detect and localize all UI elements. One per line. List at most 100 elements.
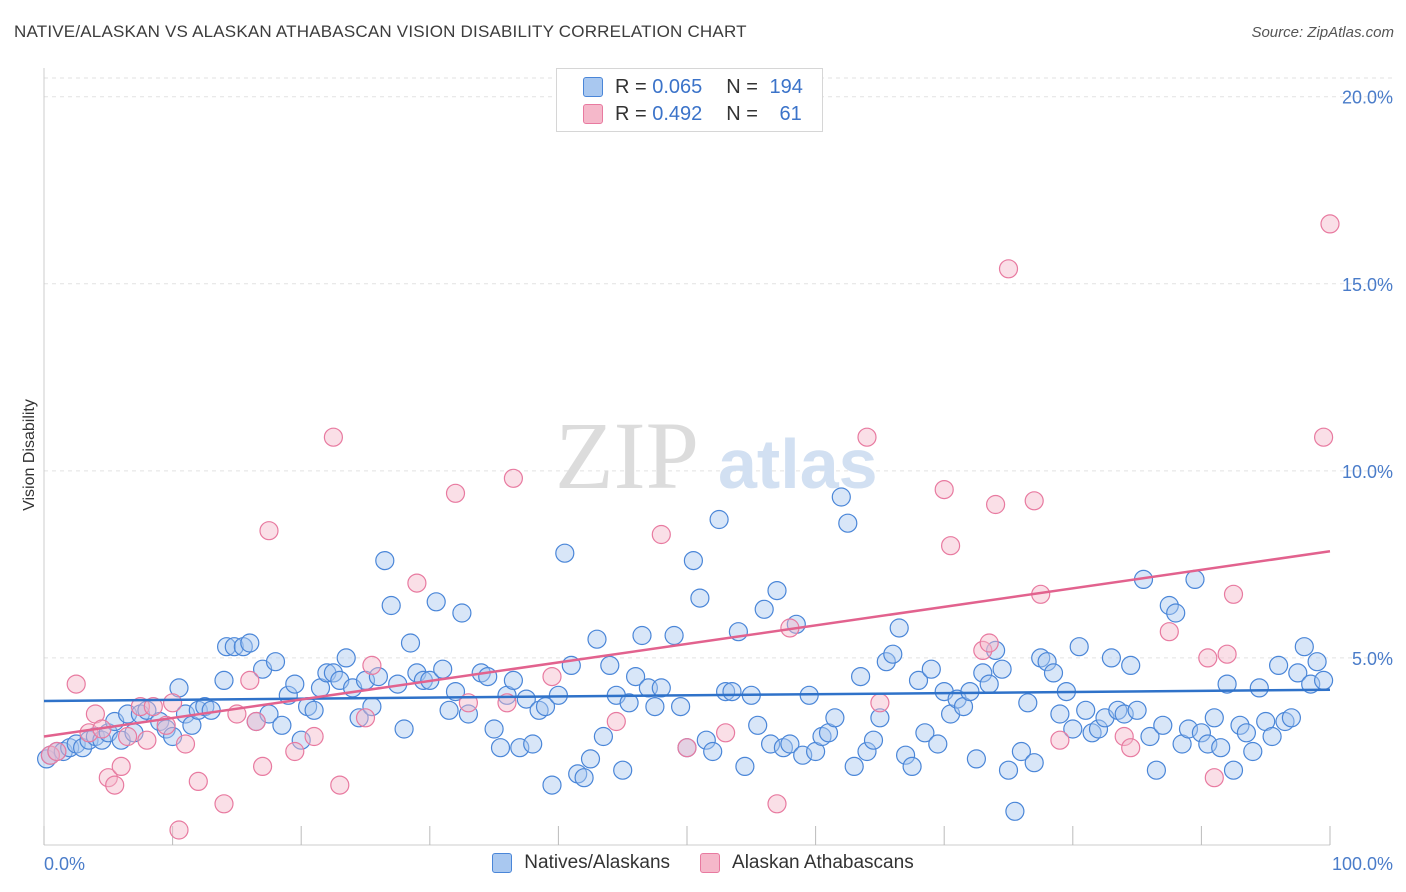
point-natives — [613, 760, 633, 780]
point-natives — [439, 700, 459, 720]
y-tick-label: 10.0% — [1342, 462, 1393, 482]
watermark-atlas: atlas — [718, 425, 878, 503]
point-natives — [1076, 700, 1096, 720]
point-natives — [973, 663, 993, 683]
point-athabascans — [253, 756, 273, 777]
point-natives — [1275, 711, 1295, 732]
legend-n-label: N = — [726, 102, 764, 125]
point-athabascans — [1024, 491, 1044, 511]
point-natives — [195, 696, 215, 717]
point-natives — [1018, 693, 1038, 713]
point-natives — [703, 741, 723, 762]
point-athabascans — [934, 480, 954, 500]
point-natives — [1166, 603, 1186, 623]
point-natives — [1243, 741, 1263, 762]
point-natives — [895, 745, 916, 765]
point-natives — [458, 704, 478, 724]
point-natives — [1268, 655, 1289, 676]
point-natives — [1024, 753, 1044, 773]
point-natives — [240, 633, 260, 653]
point-natives — [1127, 700, 1147, 720]
point-athabascans — [870, 693, 890, 713]
point-natives — [735, 756, 755, 777]
x-tick-label: 100.0% — [1332, 854, 1393, 874]
source-label: Source: ZipAtlas.com — [1251, 24, 1394, 41]
point-natives — [1108, 700, 1128, 720]
legend-row-pink: R = 0.492 N = 61 — [583, 102, 802, 126]
point-athabascans — [304, 726, 324, 747]
point-athabascans — [66, 674, 86, 694]
watermark: ZIP atlas — [555, 402, 878, 509]
point-natives — [966, 749, 987, 769]
point-natives — [36, 749, 57, 769]
bottom-legend-swatch-pink — [700, 853, 721, 873]
point-natives — [767, 580, 787, 601]
point-natives — [214, 670, 234, 691]
point-natives — [375, 550, 395, 571]
point-athabascans — [188, 771, 208, 792]
point-natives — [1146, 760, 1167, 780]
point-natives — [1230, 715, 1250, 735]
legend-r-value: 0.492 — [652, 102, 703, 125]
point-athabascans — [1320, 214, 1340, 234]
point-athabascans — [1050, 730, 1070, 750]
point-natives — [1037, 652, 1057, 672]
point-natives — [908, 670, 929, 691]
point-natives — [452, 603, 472, 623]
point-natives — [915, 723, 935, 743]
point-natives — [664, 625, 684, 646]
tick-labels: 5.0% 10.0% 15.0% 20.0% 0.0% 100.0% — [44, 88, 1393, 874]
point-natives — [1313, 670, 1334, 691]
point-athabascans — [259, 521, 279, 541]
legend-r-value: 0.065 — [652, 75, 703, 98]
point-natives — [748, 715, 768, 735]
bottom-legend-label: Alaskan Athabascans — [732, 852, 914, 873]
legend-n-label: N = — [726, 75, 764, 98]
trend-lines — [43, 550, 1331, 738]
point-natives — [1153, 715, 1173, 735]
point-natives — [683, 550, 704, 571]
point-natives — [400, 633, 421, 653]
point-natives — [600, 655, 620, 676]
point-natives — [1223, 760, 1244, 780]
point-natives — [580, 749, 601, 769]
point-natives — [323, 663, 343, 683]
legend-n-value: 61 — [779, 102, 802, 125]
point-natives — [1159, 595, 1179, 616]
legend-box: R = 0.065 N = 194 R = 0.492 N = 61 — [556, 68, 823, 132]
y-tick-label: 15.0% — [1342, 275, 1393, 295]
point-natives — [426, 592, 446, 612]
point-athabascans — [47, 741, 67, 762]
point-natives — [921, 659, 941, 679]
y-tick-label: 5.0% — [1352, 649, 1393, 669]
point-athabascans — [1114, 726, 1134, 747]
legend-swatch-pink — [583, 104, 603, 124]
point-athabascans — [169, 820, 189, 840]
point-natives — [217, 637, 237, 657]
point-natives — [844, 756, 864, 777]
point-natives — [670, 696, 691, 717]
point-athabascans — [240, 670, 260, 691]
series-natives-alaskans — [36, 487, 1334, 821]
point-natives — [66, 734, 86, 754]
bottom-legend-label: Natives/Alaskans — [524, 852, 671, 873]
point-natives — [651, 678, 671, 698]
y-tick-label: 20.0% — [1342, 88, 1393, 108]
point-athabascans — [1313, 427, 1334, 447]
point-natives — [1262, 726, 1282, 747]
point-natives — [1249, 678, 1269, 698]
point-natives — [992, 659, 1012, 679]
point-athabascans — [1121, 738, 1141, 758]
point-natives — [1211, 738, 1231, 758]
point-athabascans — [214, 794, 234, 814]
axes — [43, 68, 1331, 846]
point-natives — [516, 689, 536, 709]
series-alaskan-athabascans — [40, 214, 1340, 840]
point-athabascans — [651, 524, 671, 545]
point-athabascans — [175, 734, 196, 754]
legend-r-label: R = — [615, 75, 653, 98]
bottom-legend-item-athabascans: Alaskan Athabascans — [700, 852, 914, 874]
point-athabascans — [985, 494, 1006, 515]
point-natives — [490, 738, 511, 758]
